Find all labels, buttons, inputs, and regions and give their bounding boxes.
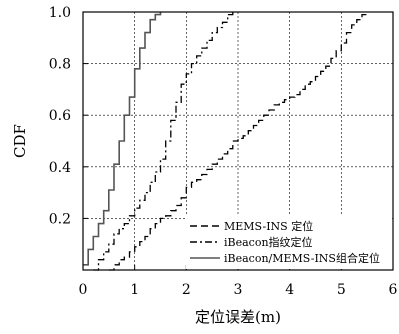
y-axis-title: CDF [11,124,29,158]
y-tick-label-2: 0.6 [49,108,71,124]
series-lines [83,12,368,271]
x-tick-label-5: 5 [337,282,346,298]
y-tick-label-3: 0.8 [49,57,71,73]
legend: MEMS-INS 定位 iBeacon指纹定位 iBeacon/MEMS-INS组合… [186,214,392,269]
x-axis-title: 定位误差(m) [195,308,281,326]
legend-label-2: iBeacon/MEMS-INS组合定位 [224,251,380,265]
x-tick-label-0: 0 [79,282,88,298]
series-line-1 [93,12,234,271]
y-tick-label-0: 0.2 [49,211,71,227]
x-tick-label-4: 4 [285,282,294,298]
legend-label-0: MEMS-INS 定位 [224,219,313,233]
x-tick-label-6: 6 [389,282,398,298]
x-tick-label-2: 2 [182,282,191,298]
y-tick-label-4: 1.0 [49,5,71,21]
series-line-2 [83,12,162,266]
y-tick-label-1: 0.4 [49,160,71,176]
legend-label-1: iBeacon指纹定位 [224,235,313,249]
x-tick-label-1: 1 [130,282,139,298]
legend-box [186,214,392,269]
x-tick-label-3: 3 [234,282,243,298]
